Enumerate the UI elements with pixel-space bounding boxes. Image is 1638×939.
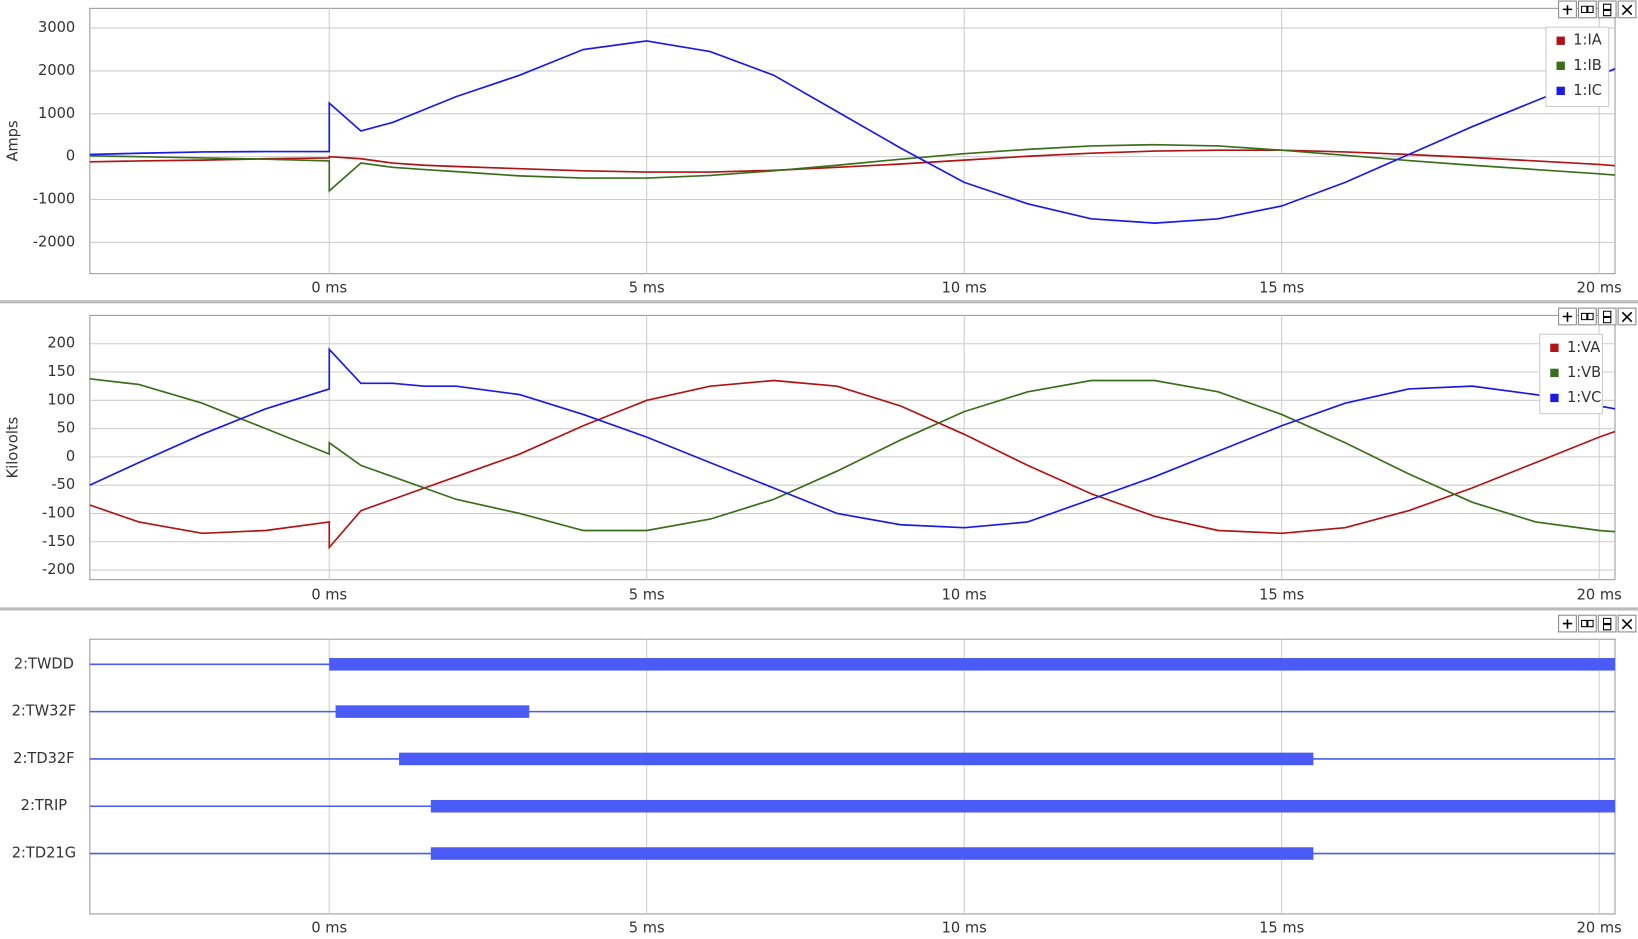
- icon: [1581, 5, 1594, 14]
- channel-label: 2:TD21G: [12, 845, 76, 862]
- legend-label: 1:VC: [1567, 389, 1601, 406]
- legend-swatch: [1550, 343, 1559, 352]
- panel-buttons[interactable]: [1558, 0, 1637, 19]
- legend-label: 1:IB: [1573, 57, 1602, 74]
- channel-label: 2:TRIP: [21, 797, 68, 814]
- y-tick-label: 2000: [38, 62, 75, 79]
- active-interval: [329, 658, 1616, 671]
- y-tick-label: -100: [42, 504, 75, 521]
- icon: [1562, 312, 1573, 322]
- y-tick-label: 150: [47, 363, 75, 380]
- y-tick-label: -150: [42, 533, 75, 550]
- channel-label: 2:TW32F: [12, 703, 77, 720]
- chart-panel: 0 ms 5 ms 10 ms 15 ms 20 ms -200 -150 -100 -50 0 5…: [5, 314, 1622, 603]
- series-line: [89, 378, 1616, 533]
- series-line: [89, 347, 1616, 529]
- channel-label: 2:TD32F: [13, 750, 74, 767]
- legend-swatch: [1556, 61, 1565, 70]
- y-tick-label: 50: [57, 420, 76, 437]
- active-interval: [335, 705, 530, 718]
- x-tick-label: 5 ms: [629, 920, 665, 937]
- plot-area: [89, 314, 1616, 581]
- x-tick-label: 20 ms: [1577, 920, 1622, 937]
- x-tick-label: 5 ms: [629, 586, 665, 603]
- icon: [1581, 619, 1594, 628]
- x-tick-label: 15 ms: [1259, 586, 1304, 603]
- y-tick-label: 3000: [38, 19, 75, 36]
- x-tick-label: 20 ms: [1577, 586, 1622, 603]
- y-tick-label: 100: [47, 391, 75, 408]
- y-tick-label: 200: [47, 335, 75, 352]
- x-tick-label: 15 ms: [1259, 920, 1304, 937]
- x-tick-label: 10 ms: [942, 920, 987, 937]
- chart-panel: 0 ms 5 ms 10 ms 15 ms 20 ms 2:TWDD 2:TW32F 2:TD…: [12, 638, 1622, 937]
- icon: [1581, 312, 1594, 321]
- icon: [1562, 619, 1573, 629]
- icon: [1562, 5, 1573, 15]
- legend-label: 1:IC: [1573, 82, 1602, 99]
- active-interval: [399, 752, 1314, 766]
- plot-area: [89, 638, 1616, 915]
- chart-panel: 0 ms 5 ms 10 ms 15 ms 20 ms -2000 -1000 0 1000 20…: [5, 7, 1622, 296]
- y-tick-label: 1000: [38, 105, 75, 122]
- y-tick-label: 0: [66, 148, 75, 165]
- legend-label: 1:VB: [1567, 364, 1601, 381]
- legend-label: 1:VA: [1567, 339, 1600, 356]
- x-tick-label: 0 ms: [311, 586, 347, 603]
- y-tick-label: -1000: [33, 191, 75, 208]
- panel-buttons[interactable]: [1558, 307, 1637, 326]
- legend-swatch: [1556, 36, 1565, 45]
- icon: [1603, 310, 1612, 324]
- x-tick-label: 10 ms: [942, 586, 987, 603]
- y-axis-label: Amps: [5, 120, 22, 161]
- x-tick-label: 20 ms: [1577, 279, 1622, 296]
- series-line: [89, 143, 1616, 193]
- x-tick-label: 10 ms: [942, 279, 987, 296]
- series-line: [89, 40, 1616, 224]
- icon: [1603, 617, 1612, 631]
- panel-buttons[interactable]: [1558, 614, 1637, 633]
- x-tick-label: 15 ms: [1259, 279, 1304, 296]
- legend-swatch: [1550, 393, 1559, 403]
- icon: [1621, 311, 1633, 323]
- y-axis-label: Kilovolts: [5, 417, 22, 479]
- y-tick-label: -200: [42, 561, 75, 578]
- x-tick-label: 0 ms: [311, 920, 347, 937]
- charts: 0 ms 5 ms 10 ms 15 ms 20 ms-2000-10000100020…: [5, 7, 1622, 937]
- icon: [1621, 4, 1633, 16]
- legend-swatch: [1550, 368, 1559, 378]
- x-tick-label: 0 ms: [311, 279, 347, 296]
- active-interval: [430, 847, 1314, 860]
- active-interval: [430, 799, 1616, 813]
- legend-label: 1:IA: [1573, 32, 1602, 49]
- legend-swatch: [1556, 86, 1565, 96]
- channel-label: 2:TWDD: [14, 655, 74, 672]
- icon: [1621, 618, 1633, 630]
- y-tick-label: -2000: [33, 233, 75, 250]
- series-line: [89, 379, 1616, 550]
- icon: [1603, 3, 1612, 17]
- y-tick-label: 0: [66, 448, 75, 465]
- x-tick-label: 5 ms: [629, 279, 665, 296]
- plot-area: [89, 7, 1616, 275]
- y-tick-label: -50: [51, 476, 75, 493]
